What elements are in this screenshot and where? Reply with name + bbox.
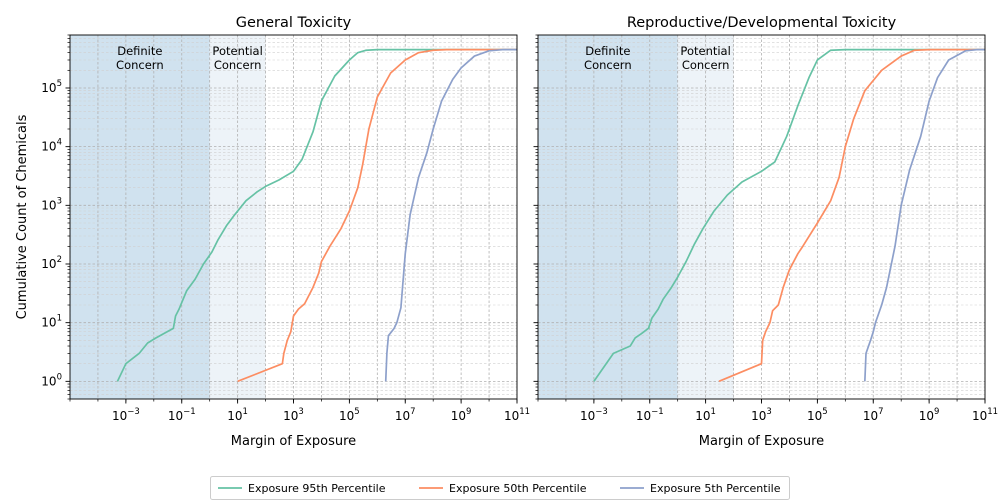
chart-title: General Toxicity — [236, 15, 352, 31]
x-tick-label: 10−3 — [112, 407, 140, 423]
grid — [538, 35, 985, 399]
concern-region-1 — [70, 35, 210, 399]
x-tick-label: 101 — [227, 407, 248, 423]
x-tick-label: 103 — [283, 407, 304, 423]
series-line-3 — [384, 48, 517, 382]
legend-label: Exposure 5th Percentile — [650, 482, 781, 495]
x-tick-label: 109 — [451, 407, 472, 423]
y-axis-label: Cumulative Count of Chemicals — [15, 114, 30, 319]
series-line-1 — [116, 48, 517, 382]
x-tick-label: 1011 — [504, 407, 530, 423]
x-tick-label: 105 — [807, 407, 828, 423]
legend-label: Exposure 50th Percentile — [449, 482, 587, 495]
x-tick-label: 10−1 — [168, 407, 196, 423]
region-label: Concern — [682, 58, 730, 72]
region-label: Potential — [680, 44, 730, 58]
x-tick-label: 103 — [751, 407, 772, 423]
region-label: Concern — [116, 58, 164, 72]
legend-label: Exposure 95th Percentile — [248, 482, 386, 495]
chart-title: Reproductive/Developmental Toxicity — [627, 15, 897, 31]
y-tick-label: 102 — [41, 255, 62, 271]
x-tick-label: 10−3 — [580, 407, 608, 423]
x-tick-label: 107 — [863, 407, 884, 423]
x-tick-label: 105 — [339, 407, 360, 423]
region-label: Definite — [117, 44, 162, 58]
x-axis-label: Margin of Exposure — [699, 434, 824, 449]
legend: Exposure 95th Percentile Exposure 50th Pe… — [210, 476, 790, 500]
series-line-2 — [237, 48, 517, 383]
region-label: Concern — [584, 58, 632, 72]
grid — [70, 35, 517, 399]
concern-region-1 — [538, 35, 678, 399]
region-label: Concern — [214, 58, 262, 72]
y-tick-label: 103 — [41, 196, 62, 212]
x-tick-label: 10−1 — [636, 407, 664, 423]
x-axis-label: Margin of Exposure — [231, 434, 356, 449]
y-tick-label: 101 — [41, 314, 62, 330]
series-line-2 — [718, 48, 985, 383]
x-tick-label: 101 — [695, 407, 716, 423]
x-tick-label: 107 — [395, 407, 416, 423]
y-tick-label: 105 — [41, 79, 62, 95]
series-line-1 — [593, 48, 985, 382]
x-tick-label: 1011 — [972, 407, 998, 423]
region-label: Definite — [585, 44, 630, 58]
region-label: Potential — [212, 44, 262, 58]
y-tick-label: 104 — [41, 138, 62, 154]
x-tick-label: 109 — [919, 407, 940, 423]
y-tick-label: 100 — [41, 372, 62, 388]
series-line-3 — [863, 48, 985, 382]
